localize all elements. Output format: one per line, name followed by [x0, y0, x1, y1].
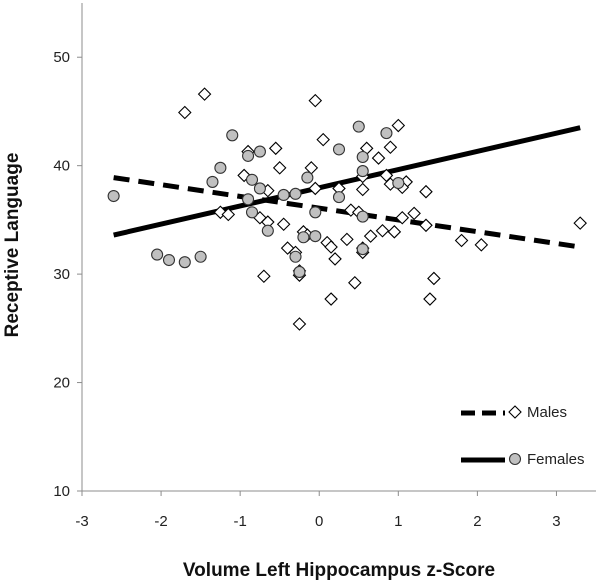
females-point [151, 248, 164, 261]
legend-females-label: Females [527, 451, 585, 468]
females-trendline [113, 125, 581, 238]
males-point [383, 140, 398, 155]
males-point [348, 276, 362, 290]
males-point [308, 181, 323, 196]
males-point [316, 132, 330, 147]
legend-females-marker [508, 452, 522, 466]
males-point [328, 252, 342, 266]
males-point [419, 218, 433, 233]
females-point [289, 187, 302, 200]
y-tick-label: 50 [53, 49, 70, 66]
females-point [392, 176, 405, 190]
females-point [107, 189, 120, 203]
males-point [221, 207, 236, 222]
males-point [391, 118, 406, 133]
males-point [423, 292, 437, 306]
males-point [355, 182, 370, 197]
females-point [245, 206, 259, 219]
males-point [178, 105, 192, 120]
males-point [371, 151, 386, 165]
females-point [194, 250, 207, 263]
legend-males-marker [508, 405, 522, 419]
y-tick-label: 10 [53, 483, 70, 500]
males-point [363, 229, 378, 243]
females-point [293, 265, 306, 278]
females-point [297, 231, 310, 244]
males-point [427, 271, 441, 286]
females-point [332, 143, 346, 156]
females-point [309, 206, 322, 219]
males-point [419, 184, 433, 199]
y-tick-label: 30 [53, 266, 70, 283]
females-point [352, 120, 365, 133]
males-point [272, 161, 287, 175]
males-point [268, 141, 283, 156]
females-point [380, 127, 393, 140]
x-tick-label: 2 [473, 513, 481, 530]
males-point [276, 217, 291, 232]
females-point [356, 165, 369, 178]
males-point [292, 317, 307, 331]
males-point [324, 292, 338, 306]
females-point [242, 193, 255, 206]
males-point [395, 210, 410, 225]
females-point [245, 173, 259, 186]
y-tick-label: 40 [53, 158, 70, 175]
axes: 10 20 30 40 50 -3 -2 -1 0 1 2 3 [53, 3, 596, 530]
males-point [454, 233, 469, 248]
males-point [407, 206, 421, 221]
x-tick-label: 3 [552, 513, 560, 530]
females-point [226, 129, 239, 142]
females-point [253, 182, 266, 195]
males-point [573, 216, 587, 230]
females-point [277, 188, 290, 201]
females-point [301, 171, 314, 184]
males-point [308, 93, 323, 108]
x-axis-title: Volume Left Hippocampus z-Score [183, 560, 495, 581]
males-point [324, 240, 338, 254]
males-point [197, 87, 212, 101]
y-axis-title: Receptive Language [2, 153, 23, 338]
females-point [309, 230, 322, 243]
females-point [332, 191, 346, 204]
x-tick-label: -3 [75, 513, 88, 530]
males-point [375, 223, 390, 238]
females-point [162, 253, 176, 267]
females-point [356, 243, 369, 256]
females-point [242, 149, 255, 162]
legend-males-label: Males [527, 404, 567, 421]
x-tick-label: -2 [154, 513, 167, 530]
females-point [356, 210, 369, 223]
legend: Males Females [461, 404, 585, 468]
trendlines [113, 125, 581, 250]
data-points [107, 87, 587, 331]
males-point [387, 225, 402, 239]
x-tick-label: 1 [394, 513, 402, 530]
males-point [474, 238, 489, 252]
males-point [340, 232, 354, 247]
females-point [214, 161, 227, 174]
females-point [178, 256, 191, 269]
females-point [261, 224, 274, 237]
x-tick-label: -1 [233, 513, 246, 530]
females-point [289, 250, 302, 263]
females-point [356, 150, 369, 164]
females-point [206, 175, 219, 188]
x-tick-label: 0 [315, 513, 323, 530]
y-tick-label: 20 [53, 375, 70, 392]
females-point [253, 145, 266, 158]
males-point [257, 269, 271, 284]
